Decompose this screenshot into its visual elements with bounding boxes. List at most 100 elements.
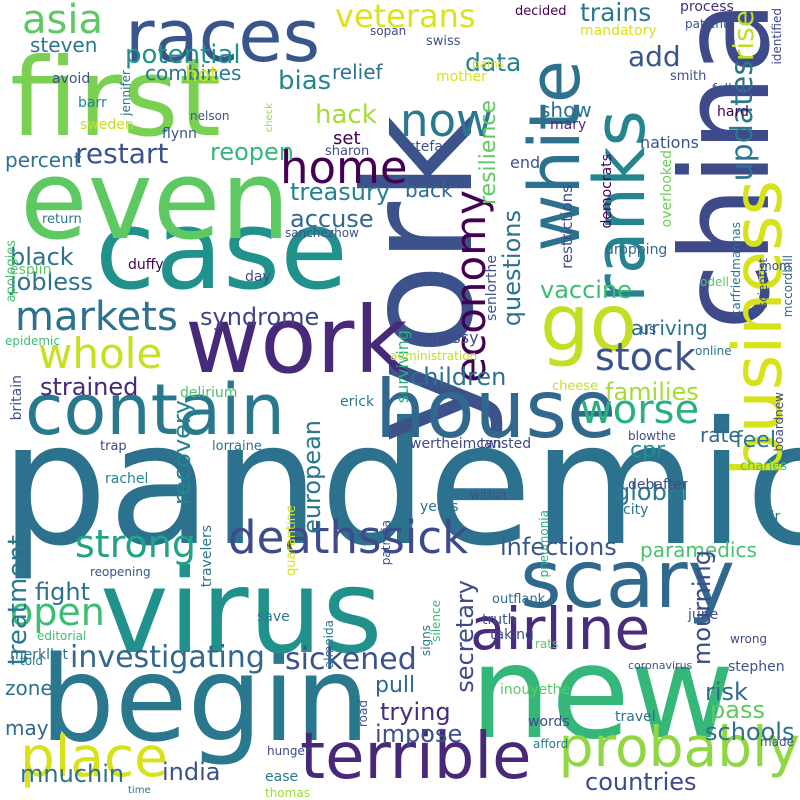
cloud-word: odell — [700, 275, 730, 289]
cloud-word: process — [680, 0, 734, 15]
cloud-word: infections — [500, 533, 617, 561]
cloud-word: treatment — [3, 535, 33, 666]
cloud-word: surviving — [393, 330, 412, 404]
cloud-word: strained — [40, 373, 139, 401]
cloud-word: travelers — [199, 525, 215, 588]
cloud-word: silence — [429, 600, 443, 642]
cloud-word: hack — [315, 100, 377, 130]
cloud-word: back — [405, 178, 453, 202]
cloud-word: add — [628, 40, 681, 73]
cloud-word: stephen — [728, 659, 785, 675]
cloud-word: within — [470, 488, 507, 502]
cloud-word: nations — [640, 133, 699, 152]
cloud-word: words — [528, 714, 570, 730]
cloud-word: arriving — [631, 316, 708, 340]
cloud-word: thomas — [265, 786, 310, 800]
cloud-word: work — [185, 287, 408, 394]
cloud-word: airline — [470, 595, 651, 663]
cloud-word: even — [20, 136, 291, 264]
cloud-word: set — [333, 128, 361, 149]
cloud-word: travel — [615, 709, 656, 725]
cloud-word: begin — [40, 630, 370, 768]
cloud-word: bias — [278, 66, 332, 96]
cloud-word: sopan — [370, 24, 407, 38]
cloud-word: debafter — [628, 477, 688, 493]
cloud-word: flynn — [162, 126, 197, 142]
cloud-word: schools — [705, 718, 795, 746]
cloud-word: cpr — [630, 438, 666, 463]
cloud-word: mnuchin — [20, 760, 125, 788]
cloud-word: online — [695, 344, 732, 358]
cloud-word: sickened — [285, 642, 417, 677]
cloud-word: recovery — [168, 400, 196, 506]
cloud-word: questions — [498, 210, 526, 327]
cloud-word: relief — [332, 60, 383, 84]
cloud-word: open — [10, 590, 105, 634]
cloud-word: mandatory — [580, 23, 657, 39]
cloud-word: barr — [78, 95, 107, 111]
cloud-word: risk — [705, 678, 748, 706]
cloud-word: markets — [15, 294, 178, 340]
cloud-word: britain — [9, 375, 25, 421]
cloud-word: house — [375, 363, 617, 456]
cloud-word: senlorthe — [484, 255, 500, 321]
cloud-word: reopen — [210, 138, 294, 166]
cloud-word: steven — [30, 33, 98, 57]
cloud-word: black — [10, 243, 74, 271]
cloud-word: veterans — [335, 0, 476, 35]
cloud-word: patricia — [379, 520, 393, 566]
cloud-word: trying — [380, 698, 451, 726]
cloud-word: nelson — [190, 109, 230, 123]
cloud-word: home — [280, 141, 408, 194]
cloud-word: blowthe — [628, 429, 676, 443]
cloud-word: percent — [5, 148, 82, 172]
cloud-word: impose — [375, 720, 463, 748]
cloud-word: first — [10, 36, 222, 161]
cloud-word: updates — [725, 60, 760, 182]
cloud-word: india — [162, 758, 221, 786]
cloud-word: told — [20, 654, 43, 668]
cloud-word: follow — [712, 82, 751, 97]
cloud-word: patients — [685, 17, 734, 31]
cloud-word: boardnew — [772, 392, 786, 452]
cloud-word: mary — [550, 117, 587, 133]
cloud-word: investigating — [70, 640, 265, 675]
cloud-word: hard — [717, 104, 749, 120]
cloud-word: fight — [35, 578, 90, 606]
cloud-word: scientist — [756, 258, 770, 309]
cloud-word: potential — [125, 40, 241, 70]
cloud-word: epidemic — [5, 334, 60, 348]
cloud-word: taking — [490, 627, 534, 643]
cloud-word: check — [264, 103, 275, 133]
cloud-word: save — [257, 609, 290, 625]
cloud-word: go — [540, 279, 638, 369]
cloud-word: editorial — [37, 629, 87, 643]
cloud-word: data — [465, 48, 522, 77]
cloud-word: now — [400, 94, 493, 147]
cloud-word: wertheimcan — [410, 436, 502, 452]
cloud-word: return — [42, 212, 82, 227]
cloud-word: pandemic — [0, 386, 800, 584]
cloud-word: secretary — [451, 580, 479, 693]
cloud-word: call — [420, 271, 445, 287]
cloud-word: hunger — [267, 744, 310, 758]
cloud-word: rachel — [105, 471, 149, 487]
cloud-word: case — [95, 186, 348, 314]
cloud-word: sharon — [325, 144, 370, 159]
cloud-word: pains — [472, 57, 505, 71]
cloud-word: twisted — [480, 436, 532, 452]
cloud-word: rats — [535, 637, 559, 651]
cloud-word: stock — [595, 335, 696, 379]
cloud-word: afford — [533, 737, 569, 751]
cloud-word: whole — [38, 329, 163, 378]
cloud-word: rise — [727, 10, 760, 62]
cloud-word: avoid — [52, 71, 91, 87]
cloud-word: strong — [75, 522, 196, 566]
cloud-word: combines — [145, 61, 242, 85]
cloud-word: children — [410, 363, 507, 391]
cloud-word: rate — [700, 423, 741, 447]
cloud-word: ease — [265, 769, 299, 785]
cloud-word: delirium — [180, 385, 238, 401]
cloud-word: overlooked — [659, 150, 675, 228]
